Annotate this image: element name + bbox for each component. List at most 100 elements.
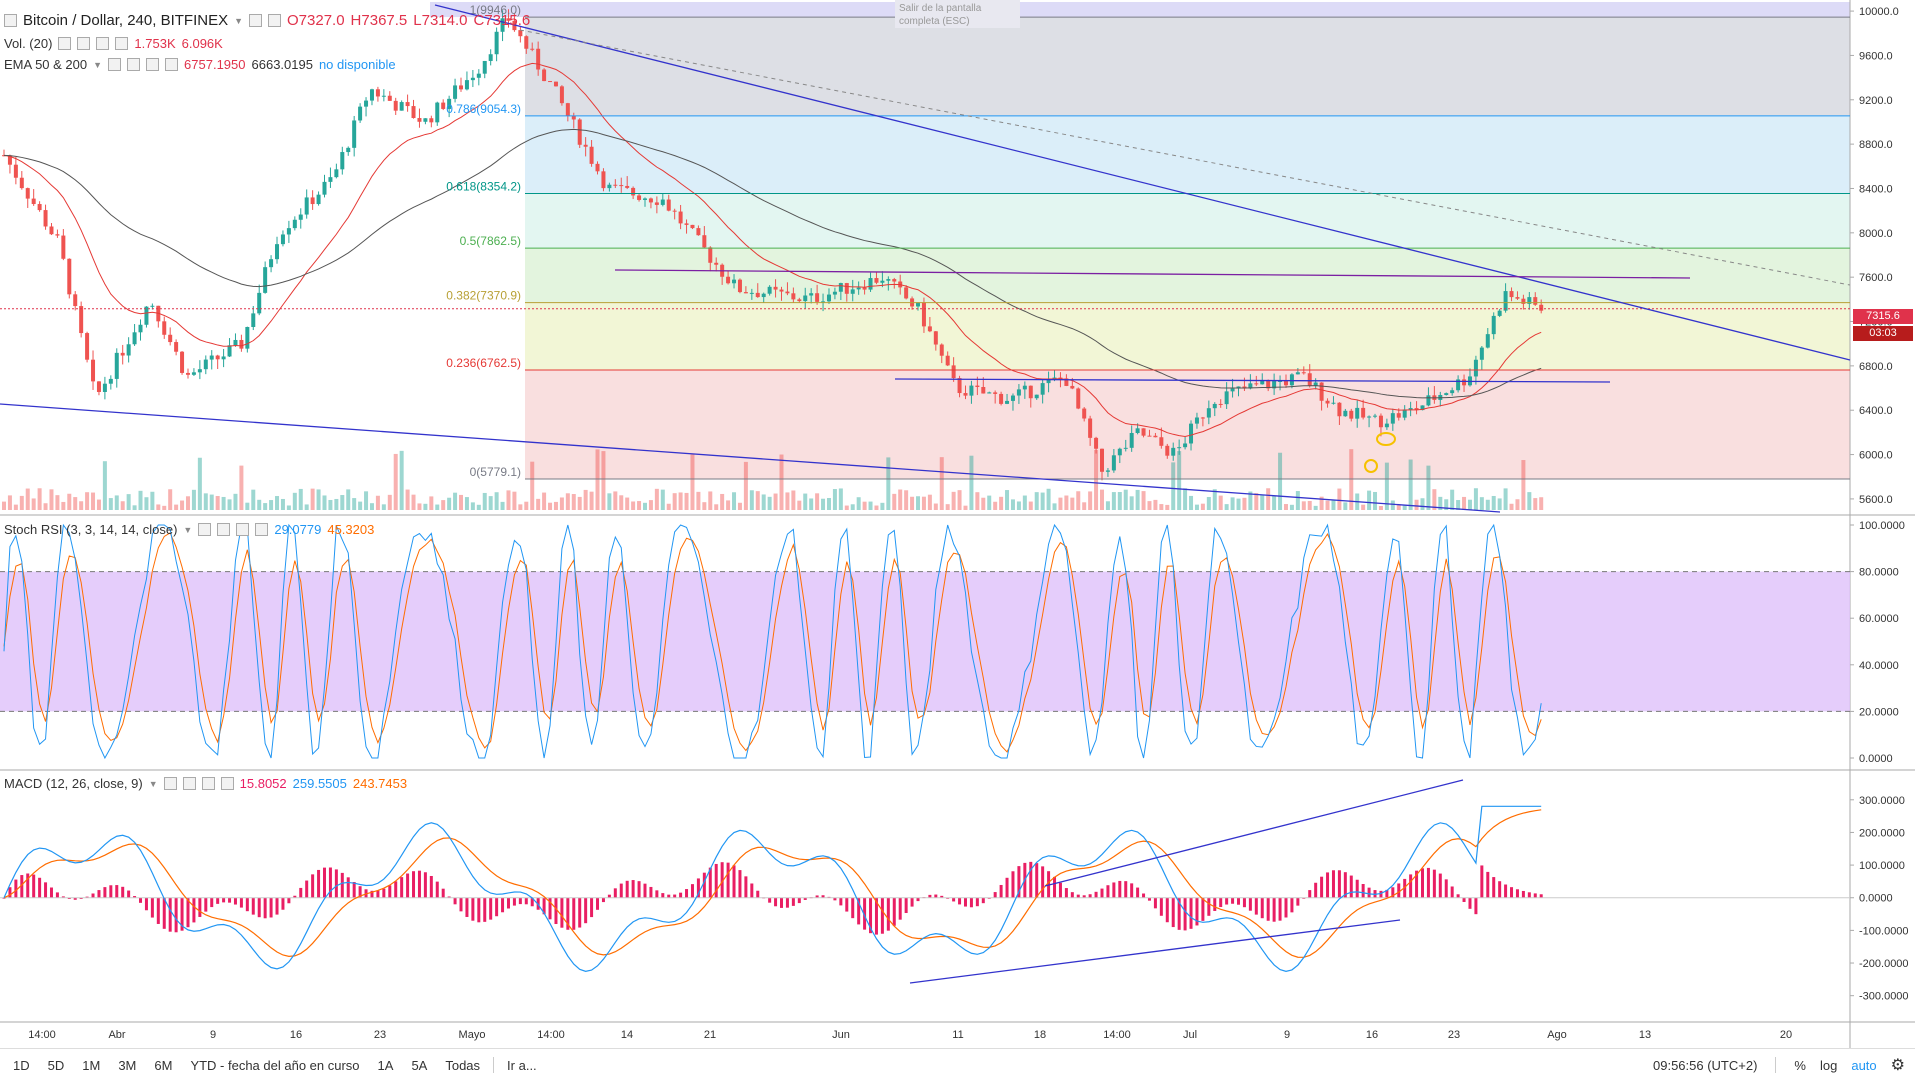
chart-canvas[interactable]: 1(9946.0) 0.786(9054.3) 0.618(8354.2) 0.5(7…	[0, 0, 1915, 1048]
volume-bar	[1301, 501, 1306, 510]
time-tick-label: 9	[210, 1029, 216, 1041]
macd-hist-bar	[596, 897, 600, 910]
eye-icon[interactable]	[108, 58, 122, 71]
timeframe-button[interactable]: Ir a...	[507, 1057, 537, 1073]
macd-hist-bar	[1409, 874, 1413, 898]
volume-bar	[96, 499, 101, 510]
candle-body	[108, 378, 113, 384]
gear-icon[interactable]: ⚙	[1890, 1057, 1905, 1074]
candle-body	[310, 197, 315, 205]
timeframe-button[interactable]: 1A	[377, 1057, 394, 1073]
candle-body	[275, 244, 280, 260]
macd-hist-bar	[1254, 897, 1258, 915]
volume-bar	[714, 504, 719, 510]
eye-icon[interactable]	[198, 523, 212, 536]
candle-body	[126, 344, 131, 356]
candle-body	[892, 279, 897, 282]
timeframe-button[interactable]: 3M	[118, 1057, 137, 1073]
macd-hist-bar	[1201, 897, 1205, 921]
candle-body	[708, 247, 713, 263]
volume-bar	[269, 500, 274, 510]
timeframe-button[interactable]: Todas	[445, 1057, 481, 1073]
settings-icon[interactable]	[127, 58, 141, 71]
time-tick-label: 23	[1448, 1029, 1460, 1041]
more-icon[interactable]	[165, 58, 179, 71]
candle-body	[850, 289, 855, 294]
macd-hist-bar	[685, 889, 689, 898]
volume-bar	[1462, 496, 1467, 510]
candle-body	[927, 326, 932, 332]
macd-hist-bar	[133, 896, 137, 898]
candle-body	[1462, 379, 1467, 386]
more-icon[interactable]	[220, 777, 234, 790]
eye-icon[interactable]	[58, 37, 72, 50]
auto-toggle[interactable]: auto	[1851, 1057, 1877, 1073]
collapse-icon[interactable]	[4, 14, 17, 27]
volume-bar	[1432, 489, 1437, 510]
log-toggle[interactable]: log	[1819, 1057, 1838, 1073]
macd-hist-bar	[1053, 876, 1057, 898]
close-icon[interactable]	[96, 37, 110, 50]
chevron-down-icon[interactable]: ▼	[93, 59, 103, 70]
volume-bar	[239, 465, 244, 510]
candle-body	[1224, 391, 1229, 405]
candle-body	[1189, 423, 1194, 444]
more-icon[interactable]	[255, 523, 269, 536]
macd-hist-bar	[1308, 890, 1312, 898]
candle-body	[25, 188, 30, 199]
candle-body	[61, 235, 66, 259]
candle-body	[1444, 393, 1449, 395]
timeframe-button[interactable]: 5D	[47, 1057, 65, 1073]
volume-bar	[1402, 505, 1407, 510]
volume-bar	[429, 496, 434, 510]
macd-hist-bar	[874, 897, 878, 935]
volume-bar	[767, 496, 772, 510]
hide-icon[interactable]	[268, 14, 281, 27]
settings-icon[interactable]	[217, 523, 231, 536]
close-icon[interactable]	[201, 777, 215, 790]
timeframe-button[interactable]: 5A	[411, 1057, 428, 1073]
timeframe-button[interactable]: 1M	[82, 1057, 101, 1073]
more-icon[interactable]	[115, 37, 129, 50]
exit-fullscreen-tooltip[interactable]: Salir de la pantalla completa (ESC)	[895, 0, 1020, 28]
macd-hist-bar	[845, 897, 849, 912]
volume-bar	[1497, 498, 1502, 510]
timeframe-button[interactable]: 6M	[154, 1057, 173, 1073]
chevron-down-icon[interactable]: ▼	[183, 524, 193, 535]
timeframe-button[interactable]: YTD - fecha del año en curso	[190, 1057, 360, 1073]
percent-toggle[interactable]: %	[1794, 1057, 1806, 1073]
volume-bar	[233, 493, 238, 510]
volume-value-b: 6.096K	[181, 36, 223, 51]
volume-bar	[530, 461, 535, 510]
settings-icon[interactable]	[182, 777, 196, 790]
close-icon[interactable]	[146, 58, 160, 71]
macd-signal-line	[3, 809, 1542, 958]
macd-hist-bar	[969, 897, 973, 908]
chevron-down-icon[interactable]: ▼	[234, 15, 243, 26]
timeframe-button[interactable]: 1D	[13, 1057, 30, 1073]
candle-body	[1100, 448, 1104, 472]
fib-label: 0.382(7370.9)	[446, 289, 521, 303]
chevron-down-icon[interactable]: ▼	[148, 778, 158, 789]
candle-body	[1266, 380, 1271, 389]
close-icon[interactable]	[236, 523, 250, 536]
macd-hist-bar	[720, 862, 724, 898]
volume-bar	[114, 495, 119, 510]
candle-body	[749, 292, 754, 294]
stoch-tick-label: 60.0000	[1859, 613, 1899, 625]
divider	[1775, 1057, 1777, 1073]
candle-body	[785, 291, 790, 294]
time-tick-label: 23	[374, 1029, 386, 1041]
trendlines[interactable]	[0, 4, 1851, 513]
macd-hist-bar	[192, 897, 196, 923]
settings-icon[interactable]	[249, 14, 262, 27]
candle-body	[470, 77, 475, 81]
macd-hist-bar	[1195, 897, 1199, 926]
volume-bar	[1527, 492, 1532, 510]
eye-icon[interactable]	[163, 777, 177, 790]
macd-signal-value: 243.7453	[352, 776, 408, 791]
settings-icon[interactable]	[77, 37, 91, 50]
fib-label: 0.618(8354.2)	[446, 180, 521, 194]
macd-hist-bar	[186, 897, 190, 928]
macd-hist-bar	[661, 893, 665, 898]
